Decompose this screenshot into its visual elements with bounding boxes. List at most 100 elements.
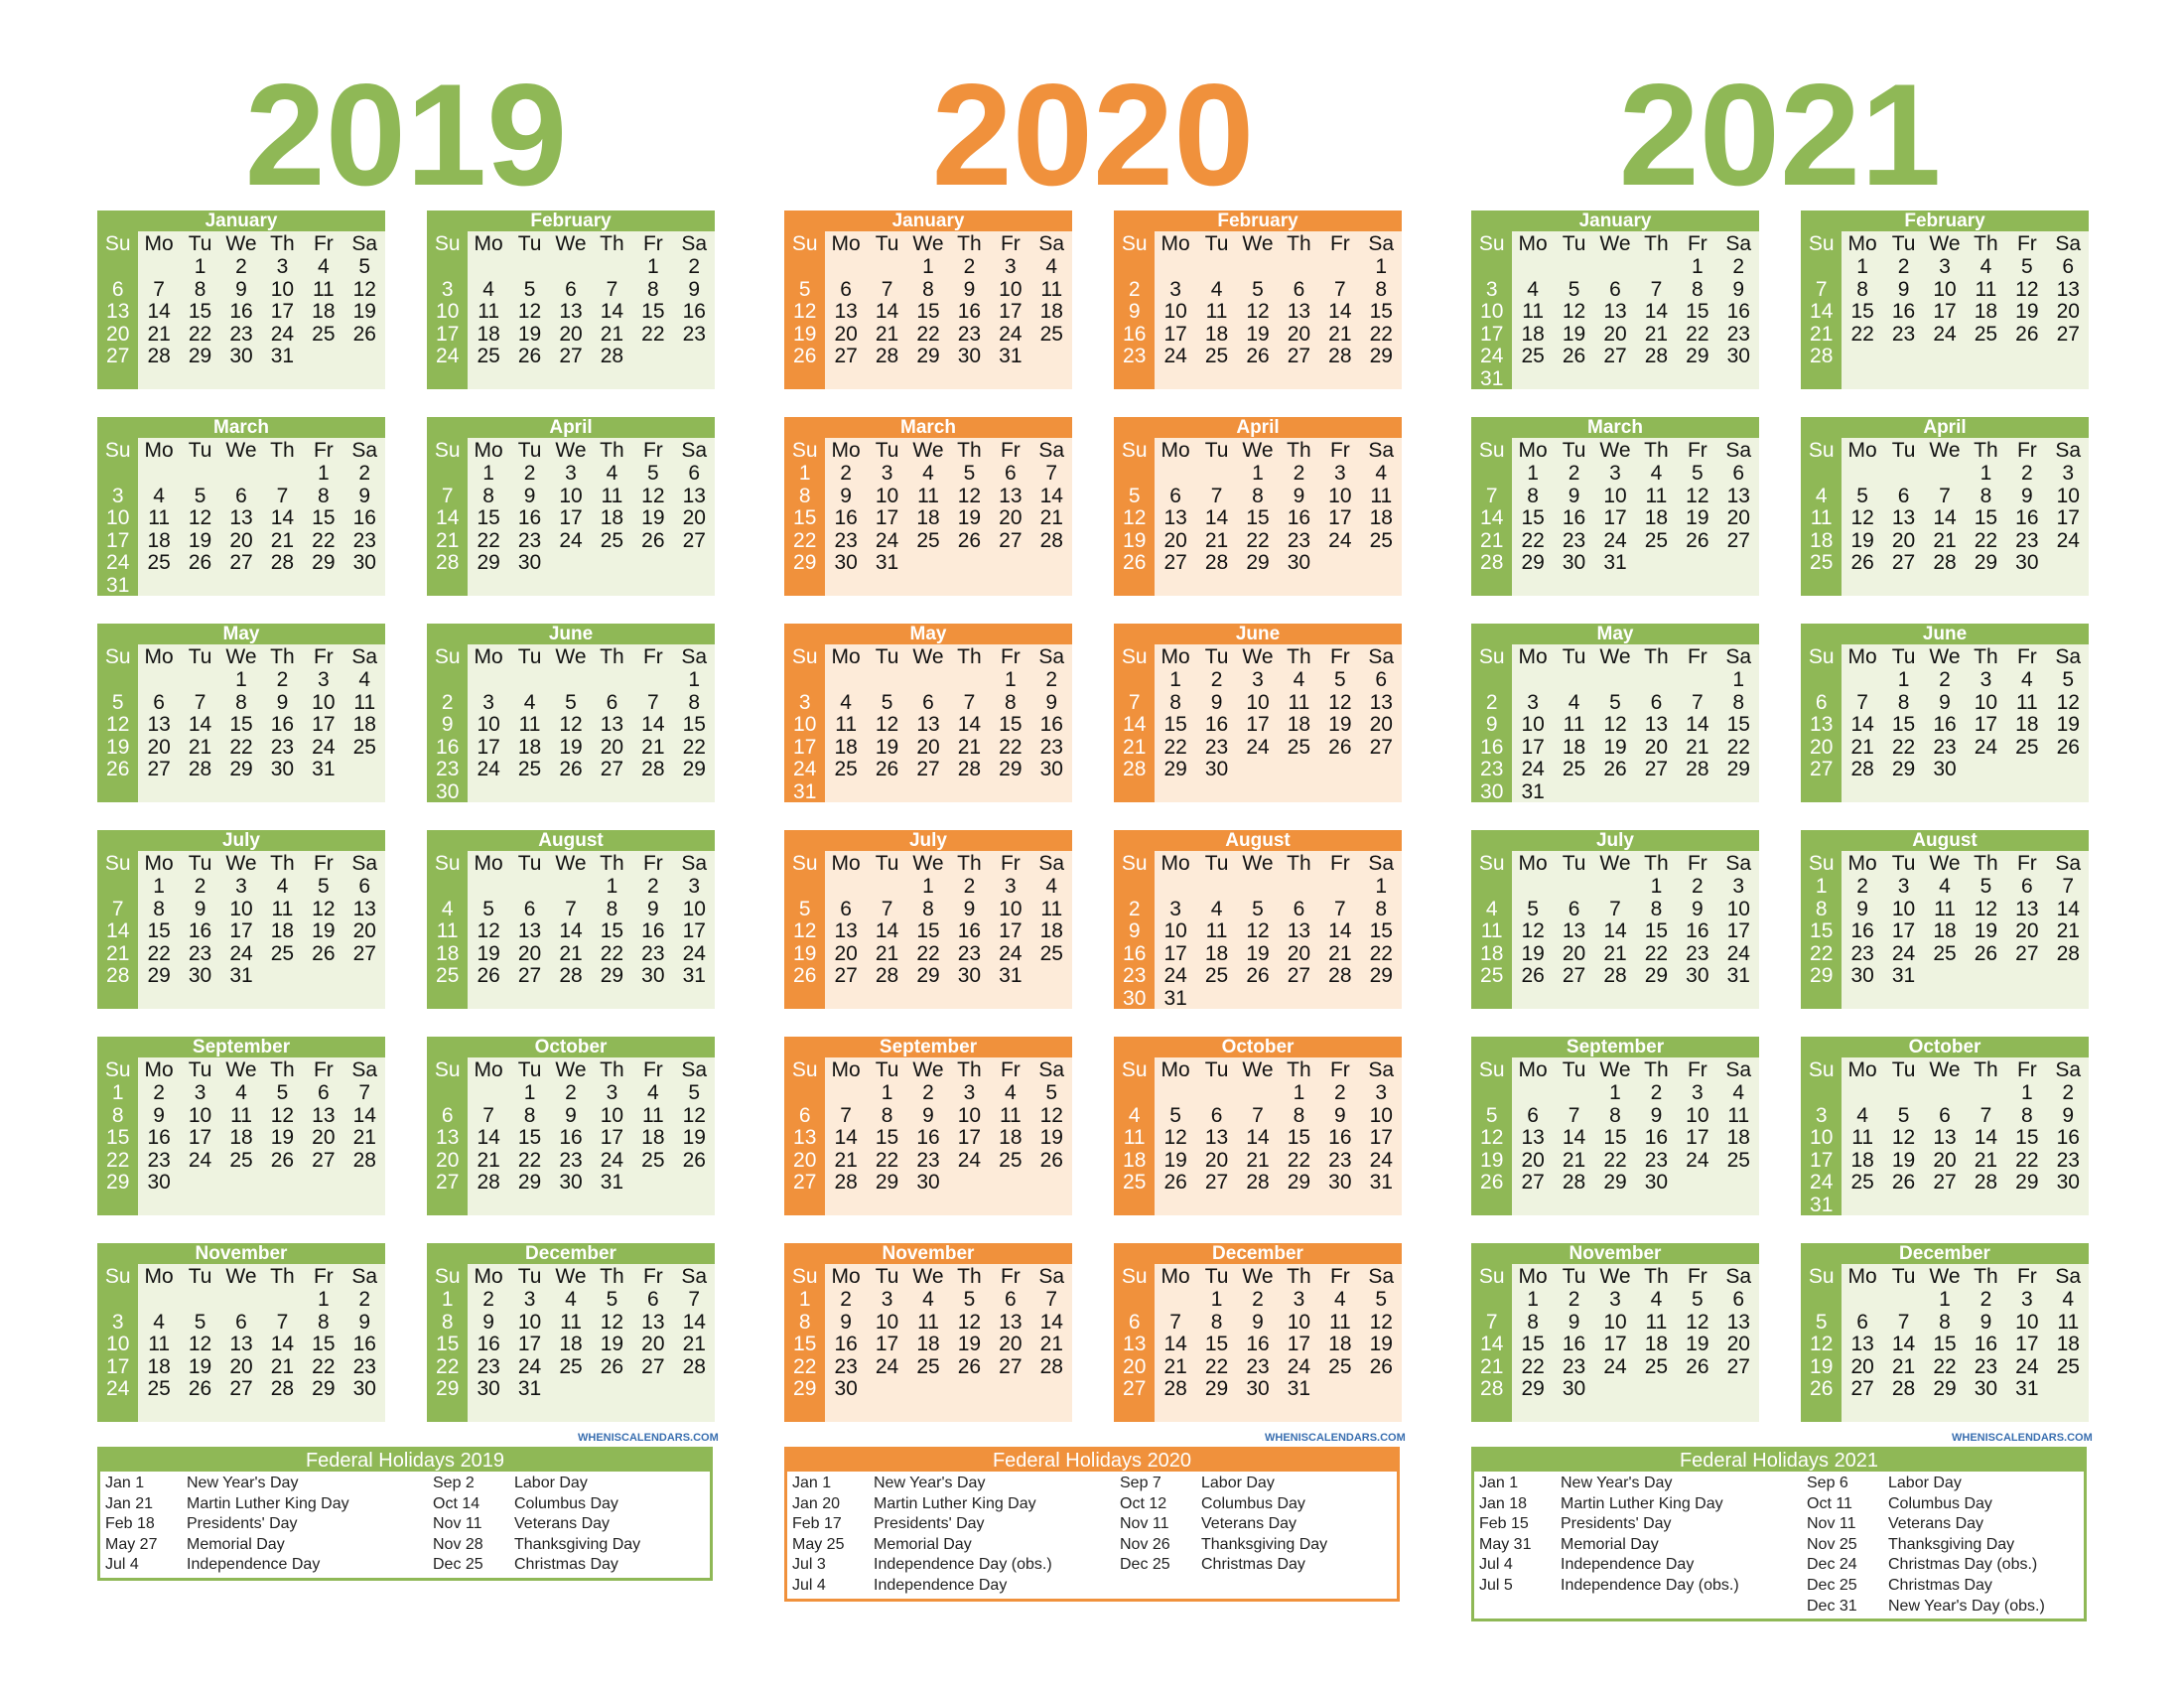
empty-cell [1155,1193,1196,1215]
day-cell: 4 [1195,897,1238,919]
day-cell: 15 [179,300,221,323]
day-cell: 20 [427,1148,469,1171]
empty-cell [866,1193,908,1215]
month-name: August [1114,830,1402,851]
empty-cell [97,668,139,691]
day-cell: 22 [1195,1354,1238,1377]
day-cell: 18 [427,941,469,964]
day-cell: 16 [1677,919,1718,942]
holiday-date: Jul 4 [1479,1556,1513,1574]
day-cell: 15 [1360,919,1402,942]
weekday-label: Sa [1030,1057,1072,1081]
empty-cell [1155,1399,1196,1422]
day-cell: 22 [179,322,221,345]
empty-cell [1512,668,1554,691]
weekday-label: Fr [632,438,674,462]
day-cell: 28 [591,345,633,367]
empty-cell [138,366,180,389]
day-cell: 2 [1842,875,1883,898]
holiday-name: Columbus Day [1888,1494,1992,1512]
day-cell: 30 [1553,551,1595,574]
holiday-date: Sep 6 [1807,1475,1848,1491]
empty-cell [1114,462,1156,485]
day-cell: 26 [2047,735,2089,758]
day-cell: 29 [591,964,633,987]
empty-cell [1319,255,1361,278]
weekday-label: Tu [1195,1057,1238,1081]
day-cell: 6 [1278,897,1320,919]
day-cell: 5 [303,875,344,898]
day-cell: 27 [343,941,385,964]
day-cell: 23 [1635,1148,1678,1171]
day-cell: 20 [138,735,180,758]
empty-cell [1030,1399,1072,1422]
holiday-name: Memorial Day [874,1535,972,1553]
day-cell: 29 [990,758,1031,780]
weekday-label: Sa [1717,851,1759,875]
day-cell: 19 [1801,1354,1843,1377]
empty-cell [1553,573,1595,596]
month-name: July [784,830,1072,851]
day-cell: 25 [1030,322,1072,345]
day-cell: 24 [1319,528,1361,551]
day-cell: 3 [1237,668,1279,691]
day-cell: 13 [990,484,1031,506]
day-cell: 4 [343,668,385,691]
day-cell: 11 [1030,277,1072,300]
day-cell: 21 [1155,1354,1196,1377]
day-cell: 28 [550,964,592,987]
day-cell: 2 [1030,668,1072,691]
day-cell: 19 [303,919,344,942]
weekday-label: Th [1635,438,1678,462]
day-cell: 20 [1195,1148,1238,1171]
weekday-label: We [550,1264,592,1288]
month-june: June Su Mo Tu We Th Fr Sa 1 2 3 4 5 6 7 8 9 10 11 12 13 14 15 1… [1114,624,1402,809]
holiday-name: Christmas Day [514,1556,618,1574]
weekday-label: Mo [468,438,509,462]
day-cell: 19 [508,322,551,345]
day-cell: 27 [1717,528,1759,551]
day-cell: 12 [1512,919,1554,942]
empty-cell [2047,551,2089,574]
empty-cell [1030,345,1072,367]
weekday-label: Th [948,851,991,875]
day-cell: 18 [1635,506,1678,529]
day-cell: 15 [1801,919,1843,942]
empty-cell [2047,366,2089,389]
weekday-label: Tu [508,644,551,668]
empty-cell [1319,551,1361,574]
day-cell: 28 [1319,345,1361,367]
day-cell: 24 [97,1377,139,1400]
empty-cell [632,668,674,691]
day-cell: 30 [1635,1171,1678,1194]
day-cell: 6 [550,277,592,300]
month-name: October [427,1037,715,1057]
empty-cell [1801,986,1843,1009]
weekday-label: Tu [508,231,551,255]
month-name: May [1471,624,1759,644]
day-cell: 31 [591,1171,633,1194]
day-cell: 27 [1278,345,1320,367]
day-cell: 2 [1924,668,1966,691]
day-cell: 28 [97,964,139,987]
empty-cell [1677,986,1718,1009]
day-cell: 15 [1965,506,2007,529]
weekday-label: Fr [632,851,674,875]
month-november: November Su Mo Tu We Th Fr Sa 1 2 3 4 5 6 7 8 9 10 11 12 13 1… [784,1243,1072,1429]
day-cell: 30 [427,779,469,802]
weekday-label: We [907,1264,949,1288]
day-cell: 1 [1360,875,1402,898]
empty-cell [1512,875,1554,898]
day-cell: 15 [1512,1333,1554,1355]
empty-cell [784,1081,826,1104]
day-cell: 8 [220,690,262,713]
day-cell: 24 [508,1354,551,1377]
day-cell: 16 [948,919,991,942]
empty-cell [343,573,385,596]
empty-cell [1512,1399,1554,1422]
day-cell: 6 [427,1103,469,1126]
day-cell: 15 [2006,1126,2048,1149]
day-cell: 24 [468,758,509,780]
weekday-label: Su [784,438,826,462]
day-cell: 30 [948,345,991,367]
